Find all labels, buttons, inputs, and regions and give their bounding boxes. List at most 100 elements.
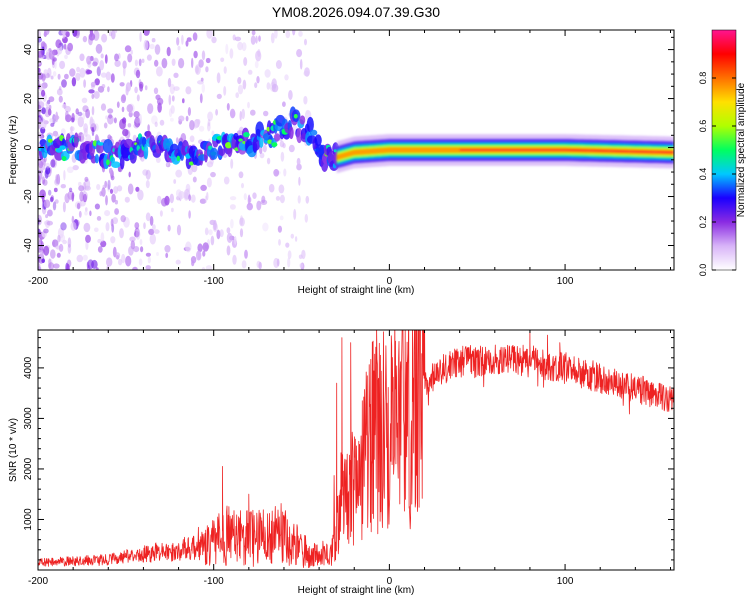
noise-blob bbox=[173, 179, 177, 184]
noise-blob bbox=[140, 156, 145, 162]
noise-blob bbox=[61, 79, 67, 88]
noise-blob bbox=[97, 246, 103, 253]
noise-blob bbox=[127, 53, 133, 63]
noise-blob bbox=[66, 166, 74, 174]
ridge-core bbox=[97, 142, 105, 146]
x-tick-label: 100 bbox=[557, 276, 574, 287]
noise-blob bbox=[271, 78, 277, 89]
noise-blob bbox=[60, 184, 66, 189]
noise-blob bbox=[48, 262, 55, 270]
ridge-core bbox=[47, 138, 53, 143]
noise-blob bbox=[173, 86, 180, 91]
noise-blob bbox=[63, 170, 66, 181]
noise-blob bbox=[134, 59, 138, 67]
noise-blob bbox=[50, 159, 56, 168]
noise-blob bbox=[108, 113, 113, 119]
noise-blob bbox=[235, 92, 239, 99]
noise-blob bbox=[71, 215, 75, 224]
noise-blob bbox=[77, 111, 83, 117]
noise-blob bbox=[38, 157, 41, 165]
noise-blob bbox=[54, 115, 60, 120]
noise-blob bbox=[64, 54, 68, 60]
noise-blob bbox=[199, 198, 207, 204]
noise-blob bbox=[210, 235, 215, 246]
noise-blob bbox=[81, 191, 88, 202]
snr-y-axis-label: SNR (10 * v/v) bbox=[8, 418, 19, 482]
noise-blob bbox=[78, 210, 82, 218]
noise-blob bbox=[104, 210, 111, 217]
noise-blob bbox=[76, 66, 81, 73]
noise-blob bbox=[87, 264, 91, 270]
noise-blob bbox=[244, 249, 248, 259]
noise-blob bbox=[86, 69, 93, 75]
noise-blob bbox=[145, 169, 151, 180]
noise-blob bbox=[41, 107, 46, 115]
noise-blob bbox=[38, 104, 42, 110]
noise-blob bbox=[181, 34, 184, 45]
noise-blob bbox=[292, 30, 296, 36]
noise-blob bbox=[198, 59, 204, 68]
noise-blob bbox=[282, 101, 286, 107]
noise-blob bbox=[93, 123, 99, 132]
noise-blob bbox=[67, 243, 72, 254]
noise-blob bbox=[147, 256, 151, 264]
noise-blob bbox=[143, 39, 149, 51]
noise-blob bbox=[216, 229, 221, 240]
noise-blob bbox=[200, 77, 204, 82]
noise-blob bbox=[66, 263, 70, 270]
noise-blob bbox=[176, 224, 182, 236]
noise-blob bbox=[279, 215, 284, 221]
noise-blob bbox=[48, 189, 52, 196]
spectrogram-x-tick-labels: -200 -100 0 100 bbox=[28, 276, 574, 287]
y-tick-label: 1000 bbox=[23, 508, 34, 531]
snr-frame bbox=[37, 329, 675, 571]
noise-blob bbox=[79, 53, 85, 62]
noise-blob bbox=[284, 74, 289, 81]
ridge-blob bbox=[288, 126, 294, 140]
noise-blob bbox=[128, 171, 131, 178]
noise-blob bbox=[205, 265, 213, 270]
noise-blob bbox=[153, 229, 160, 234]
noise-blob bbox=[140, 246, 144, 253]
noise-blob bbox=[38, 81, 41, 85]
noise-blob bbox=[254, 60, 259, 69]
noise-blob bbox=[40, 118, 47, 130]
noise-blob bbox=[83, 127, 88, 137]
ridge-blob bbox=[94, 154, 99, 164]
noise-blob bbox=[85, 234, 91, 243]
noise-blob bbox=[305, 109, 310, 115]
noise-blob bbox=[263, 110, 269, 117]
noise-blob bbox=[83, 79, 86, 88]
noise-blob bbox=[116, 101, 120, 108]
noise-blob bbox=[122, 60, 127, 69]
noise-blob bbox=[143, 30, 150, 36]
noise-blob bbox=[110, 73, 115, 83]
noise-blob bbox=[234, 36, 242, 42]
noise-blob bbox=[155, 94, 161, 101]
noise-blob bbox=[200, 184, 207, 191]
noise-blob bbox=[191, 57, 194, 69]
noise-blob bbox=[238, 171, 244, 179]
spectrogram-y-tick-labels: -40 -20 0 20 40 bbox=[23, 44, 34, 253]
noise-blob bbox=[45, 214, 49, 219]
noise-blob bbox=[145, 180, 150, 189]
noise-blob bbox=[63, 43, 67, 50]
noise-blob bbox=[262, 222, 269, 232]
noise-blob bbox=[185, 86, 192, 95]
noise-blob bbox=[170, 105, 175, 114]
ridge-core bbox=[266, 126, 271, 132]
snr-x-axis-label: Height of straight line (km) bbox=[298, 585, 415, 596]
noise-blob bbox=[119, 228, 124, 239]
noise-blob bbox=[91, 93, 95, 100]
noise-blob bbox=[154, 59, 159, 67]
noise-blob bbox=[296, 157, 301, 166]
noise-blob bbox=[239, 110, 242, 121]
noise-blob bbox=[187, 107, 191, 116]
noise-blob bbox=[188, 194, 192, 202]
noise-blob bbox=[149, 43, 155, 50]
x-tick-label: -200 bbox=[28, 276, 48, 287]
noise-blob bbox=[270, 32, 275, 44]
noise-blob bbox=[62, 31, 65, 39]
noise-blob bbox=[76, 202, 81, 210]
noise-blob bbox=[127, 183, 134, 195]
